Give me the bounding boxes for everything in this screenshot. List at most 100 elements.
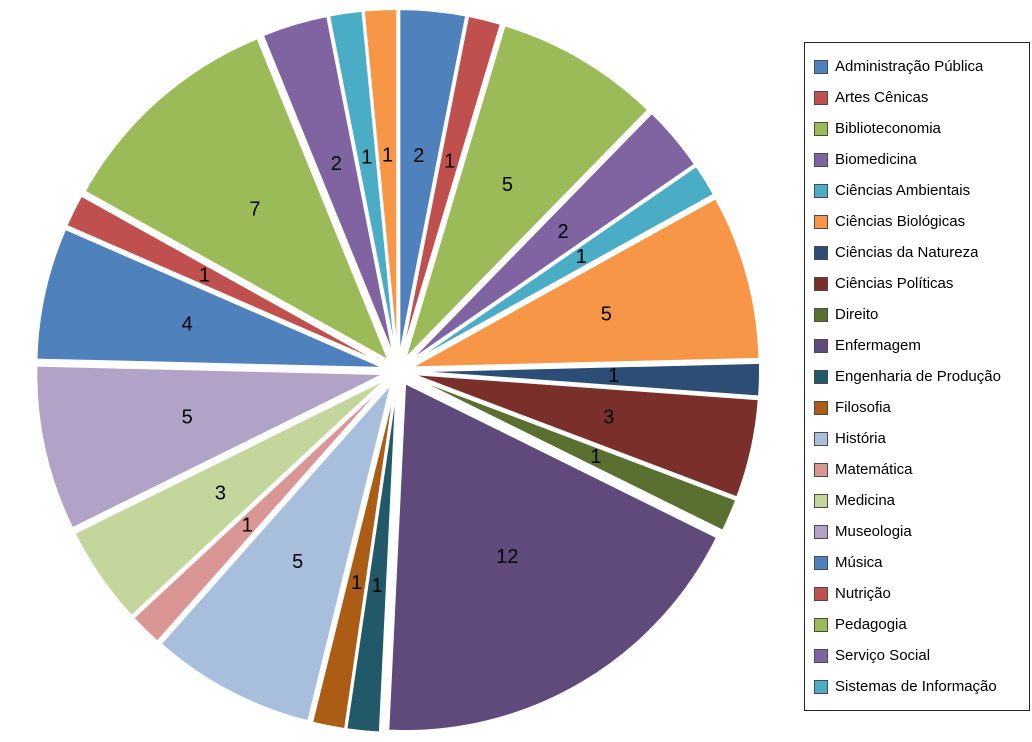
legend-swatch — [814, 586, 828, 601]
legend-label: Ciências Biológicas — [835, 213, 966, 230]
legend-item: Música — [814, 547, 1025, 578]
legend-item: Nutrição — [814, 578, 1025, 609]
legend-swatch — [814, 679, 828, 694]
legend-label: Museologia — [835, 523, 912, 540]
legend-swatch — [814, 338, 828, 353]
pie-slice — [65, 194, 386, 366]
legend-swatch — [814, 400, 828, 415]
pie-slice — [345, 384, 398, 734]
slice-value-label: 1 — [199, 264, 210, 286]
legend-item: Engenharia de Produção — [814, 361, 1025, 392]
slice-value-label: 1 — [444, 150, 455, 172]
legend-item: Serviço Social — [814, 640, 1025, 671]
legend-swatch — [814, 431, 828, 446]
legend-swatch — [814, 183, 828, 198]
slice-value-label: 3 — [603, 407, 614, 429]
slice-value-label: 2 — [413, 145, 424, 167]
pie-slice — [261, 14, 395, 358]
legend-swatch — [814, 648, 828, 663]
slice-value-label: 1 — [351, 572, 362, 594]
slice-value-label: 12 — [496, 546, 518, 568]
legend-swatch — [814, 617, 828, 632]
pie-slice — [411, 196, 761, 369]
legend-item: Ciências Biológicas — [814, 206, 1025, 237]
legend-swatch — [814, 245, 828, 260]
legend-item: Ciências Políticas — [814, 268, 1025, 299]
slice-value-label: 2 — [557, 221, 568, 243]
legend-swatch — [814, 90, 828, 105]
legend-swatch — [814, 59, 828, 74]
legend-label: Biomedicina — [835, 151, 917, 168]
slice-value-label: 1 — [372, 575, 383, 597]
legend-label: Pedagogia — [835, 616, 907, 633]
legend-label: Nutrição — [835, 585, 891, 602]
pie-slice — [73, 378, 388, 618]
pie-slice — [35, 227, 385, 369]
legend-label: Matemática — [835, 461, 913, 478]
legend-swatch — [814, 493, 828, 508]
legend-swatch — [814, 555, 828, 570]
legend-item: Direito — [814, 299, 1025, 330]
slice-value-label: 1 — [590, 446, 601, 468]
pie-slice — [404, 24, 650, 360]
legend-label: Medicina — [835, 492, 896, 509]
slice-value-label: 5 — [182, 407, 193, 429]
pie-slice — [159, 382, 393, 723]
pie-slice — [131, 380, 389, 643]
legend-label: Engenharia de Produção — [835, 368, 1001, 385]
legend-swatch — [814, 369, 828, 384]
legend-item: Museologia — [814, 516, 1025, 547]
legend-label: Ciências Políticas — [835, 275, 954, 292]
slice-value-label: 7 — [249, 198, 260, 220]
legend-swatch — [814, 462, 828, 477]
pie-slice — [310, 384, 397, 731]
legend-label: Administração Pública — [835, 58, 984, 75]
legend-item: Medicina — [814, 485, 1025, 516]
slice-value-label: 5 — [502, 174, 513, 196]
slice-value-label: 5 — [601, 303, 612, 325]
legend-label: Ciências Ambientais — [835, 182, 971, 199]
pie-slice — [400, 14, 503, 358]
legend-label: Direito — [835, 306, 879, 323]
legend-swatch — [814, 121, 828, 136]
pie-slice — [410, 375, 738, 533]
chart-legend: Administração Pública Artes Cênicas Biblio… — [804, 42, 1030, 711]
pie-slice — [409, 164, 716, 365]
slice-value-label: 1 — [242, 515, 253, 537]
legend-swatch — [814, 152, 828, 167]
legend-item: Filosofia — [814, 392, 1025, 423]
slice-value-label: 1 — [382, 144, 393, 166]
legend-item: Administração Pública — [814, 51, 1025, 82]
pie-slice — [327, 9, 397, 358]
legend-label: Enfermagem — [835, 337, 921, 354]
pie-slice — [398, 8, 468, 358]
legend-item: Ciências Ambientais — [814, 175, 1025, 206]
legend-item: Biblioteconomia — [814, 113, 1025, 144]
legend-label: Serviço Social — [835, 647, 931, 664]
slice-value-label: 3 — [215, 483, 226, 505]
pie-slice — [407, 111, 697, 363]
legend-label: Biblioteconomia — [835, 120, 941, 137]
slice-value-label: 1 — [361, 146, 372, 168]
slice-value-label: 2 — [331, 153, 342, 175]
legend-item: História — [814, 423, 1025, 454]
legend-item: Sistemas de Informação — [814, 671, 1025, 702]
legend-label: Filosofia — [835, 399, 891, 416]
pie-slice — [35, 364, 385, 530]
legend-label: Ciências da Natureza — [835, 244, 979, 261]
pie-slice — [387, 381, 719, 733]
slice-value-label: 1 — [608, 365, 619, 387]
pie-slice — [411, 373, 760, 499]
legend-label: Música — [835, 554, 883, 571]
legend-label: Artes Cênicas — [835, 89, 929, 106]
legend-item: Artes Cênicas — [814, 82, 1025, 113]
slice-value-label: 1 — [576, 246, 587, 268]
legend-swatch — [814, 214, 828, 229]
legend-swatch — [814, 276, 828, 291]
slice-value-label: 5 — [292, 551, 303, 573]
legend-swatch — [814, 524, 828, 539]
pie-slice — [362, 8, 399, 358]
legend-swatch — [814, 307, 828, 322]
